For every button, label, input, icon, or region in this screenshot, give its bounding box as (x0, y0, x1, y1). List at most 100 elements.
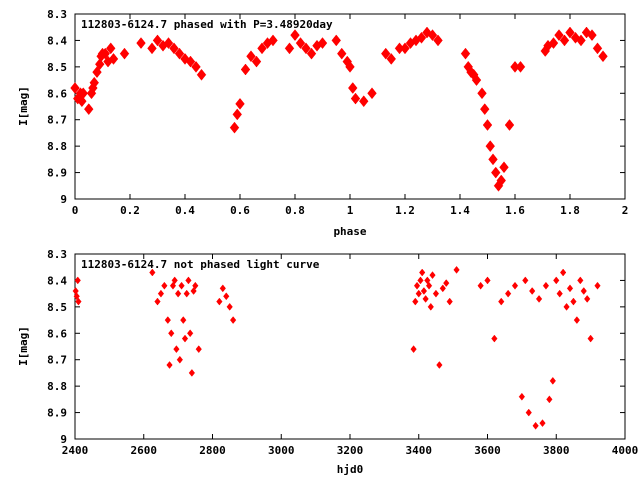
phased-data-point (174, 47, 185, 60)
phased-data-point (89, 76, 99, 89)
phased-x-tick-label: 0 (72, 204, 79, 217)
phased-y-tick-label: 8.6 (47, 87, 67, 100)
phased-data-point (317, 37, 328, 49)
unphased-data-point (573, 316, 580, 324)
unphased-data-point (443, 279, 450, 287)
unphased-data-point (505, 289, 512, 298)
unphased-data-point (166, 361, 173, 369)
phased-data-point (559, 34, 570, 47)
phased-x-tick-label: 1.4 (450, 204, 470, 217)
unphased-data-point (420, 287, 428, 295)
unphased-data-points (72, 265, 601, 430)
unphased-data-point (419, 268, 426, 277)
phased-data-point (491, 166, 501, 179)
unphased-data-point (560, 268, 567, 277)
unphased-y-tick-label: 9 (60, 433, 67, 446)
unphased-data-point (415, 289, 422, 298)
unphased-data-point (154, 297, 161, 306)
phased-data-point (70, 82, 80, 94)
phased-panel: 112803-6124.7 phased with P=3.48920day p… (17, 8, 628, 238)
unphased-data-point (594, 281, 601, 290)
unphased-data-point (181, 334, 189, 343)
phased-data-point (84, 103, 94, 116)
phased-data-point (482, 119, 493, 131)
unphased-data-point (424, 276, 431, 285)
unphased-panel: 112803-6124.7 not phased light curve hjd… (17, 248, 638, 476)
phased-data-point (95, 58, 105, 71)
unphased-data-point (230, 316, 237, 324)
unphased-data-point (525, 408, 532, 417)
unphased-data-point (168, 329, 175, 338)
unphased-data-point (75, 297, 82, 306)
phased-data-point (284, 42, 295, 55)
unphased-axis-ticks: 2400 2600 2800 3000 3200 3400 3600 3800 4000 8.3 8… (47, 248, 638, 457)
unphased-data-point (580, 287, 587, 295)
phased-data-point (106, 42, 116, 55)
unphased-data-point (553, 276, 560, 285)
unphased-data-point (219, 284, 226, 293)
unphased-data-point (556, 289, 563, 298)
unphased-y-tick-label: 8.5 (47, 301, 67, 314)
unphased-data-point (542, 281, 550, 290)
unphased-data-point (498, 297, 505, 306)
unphased-data-point (570, 297, 577, 306)
phased-data-point (136, 37, 146, 49)
unphased-data-point (417, 276, 424, 285)
phased-data-point (565, 26, 575, 39)
unphased-x-axis-label: hjd0 (337, 463, 364, 476)
unphased-data-point (566, 284, 574, 293)
phased-y-tick-label: 8.3 (47, 8, 67, 21)
phased-data-point (460, 47, 471, 60)
unphased-data-point (491, 334, 498, 343)
unphased-data-point (180, 316, 187, 324)
unphased-x-tick-label: 4000 (612, 444, 639, 457)
phased-data-point (163, 37, 174, 49)
phased-data-point (359, 95, 369, 108)
phased-data-point (169, 42, 179, 55)
phased-data-point (301, 42, 311, 55)
unphased-data-point (185, 276, 192, 285)
unphased-x-tick-label: 3000 (268, 444, 295, 457)
phased-y-tick-label: 8.9 (47, 167, 67, 180)
phased-data-point (257, 42, 267, 55)
phased-data-point (499, 161, 509, 174)
unphased-data-point (425, 281, 433, 290)
phased-data-point (290, 29, 300, 42)
unphased-data-point (412, 297, 419, 306)
phased-data-point (337, 47, 347, 60)
unphased-data-point (149, 268, 156, 277)
unphased-data-point (413, 281, 421, 290)
unphased-x-tick-label: 2800 (199, 444, 226, 457)
phased-data-point (348, 82, 358, 94)
phased-data-points (70, 26, 608, 192)
phased-data-point (251, 55, 262, 68)
phased-data-point (386, 53, 396, 65)
unphased-data-point (410, 345, 417, 354)
phased-axis-ticks: 0 0.2 0.4 0.6 0.8 1 1.2 1.4 1.6 1.8 2 8.3 8.4 8.5 8.6 8… (47, 8, 628, 217)
unphased-data-point (72, 287, 79, 295)
unphased-x-tick-label: 3400 (406, 444, 433, 457)
phased-data-point (427, 29, 438, 42)
unphased-plot-title: 112803-6124.7 not phased light curve (81, 258, 320, 271)
phased-x-tick-label: 2 (622, 204, 629, 217)
phased-data-point (422, 26, 432, 39)
unphased-data-point (546, 395, 553, 404)
phased-data-point (548, 37, 559, 49)
unphased-data-point (183, 289, 190, 298)
phased-data-point (77, 95, 87, 108)
phased-data-point (229, 121, 240, 134)
unphased-data-point (453, 265, 460, 274)
phased-data-point (180, 53, 190, 65)
phased-data-point (496, 174, 506, 187)
unphased-data-point (190, 287, 197, 295)
phased-data-point (306, 47, 317, 60)
phased-data-point (331, 34, 341, 47)
unphased-data-point (216, 297, 223, 306)
phased-data-point (345, 60, 355, 73)
phased-data-point (240, 63, 251, 76)
phased-data-point (235, 97, 245, 110)
unphased-data-point (518, 392, 525, 401)
phased-data-point (480, 103, 490, 116)
phased-data-point (185, 55, 196, 68)
unphased-data-point (223, 292, 230, 301)
